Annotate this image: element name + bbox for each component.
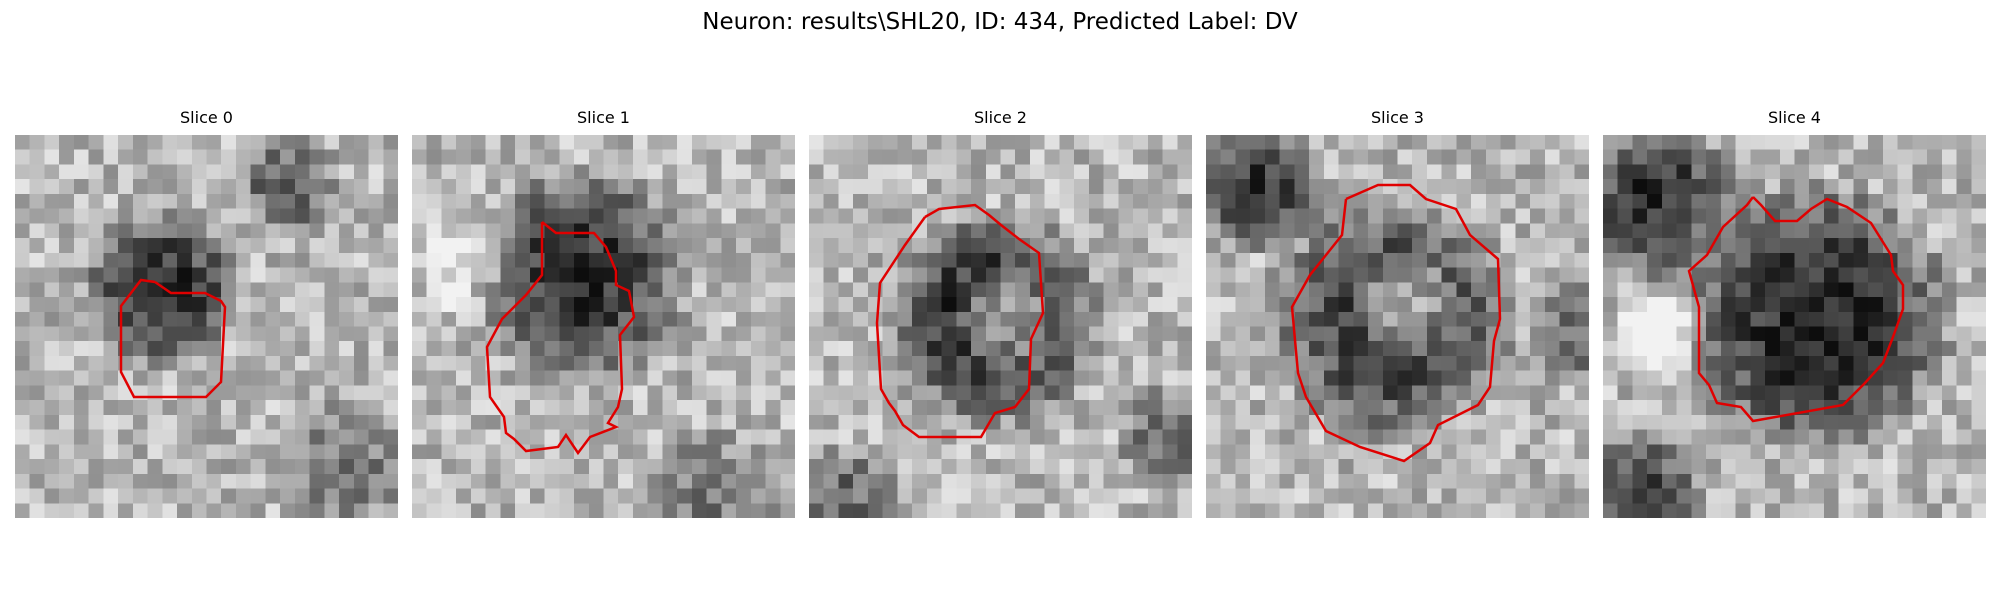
figure-title: Neuron: results\SHL20, ID: 434, Predicte… <box>702 9 1298 35</box>
slice-title: Slice 3 <box>1371 108 1424 127</box>
segmentation-contour <box>119 278 227 399</box>
slice-panel-0: Slice 0 <box>15 108 398 518</box>
grayscale-patch <box>1206 135 1589 518</box>
slice-title: Slice 0 <box>180 108 233 127</box>
slice-image <box>15 135 398 518</box>
segmentation-contour <box>875 203 1045 439</box>
slice-panel-3: Slice 3 <box>1206 108 1589 518</box>
slice-title: Slice 2 <box>974 108 1027 127</box>
grayscale-patch <box>412 135 795 518</box>
segmentation-contour <box>1290 183 1502 463</box>
slice-panel-2: Slice 2 <box>809 108 1192 518</box>
segmentation-contour <box>1687 196 1905 423</box>
grayscale-patch <box>1603 135 1986 518</box>
slice-panel-4: Slice 4 <box>1603 108 1986 518</box>
slice-image <box>1603 135 1986 518</box>
segmentation-contour <box>485 221 636 456</box>
slice-image <box>1206 135 1589 518</box>
slice-image <box>412 135 795 518</box>
slice-title: Slice 1 <box>577 108 630 127</box>
slice-title: Slice 4 <box>1768 108 1821 127</box>
slice-panel-1: Slice 1 <box>412 108 795 518</box>
grayscale-patch <box>809 135 1192 518</box>
slice-image <box>809 135 1192 518</box>
grayscale-patch <box>15 135 398 518</box>
